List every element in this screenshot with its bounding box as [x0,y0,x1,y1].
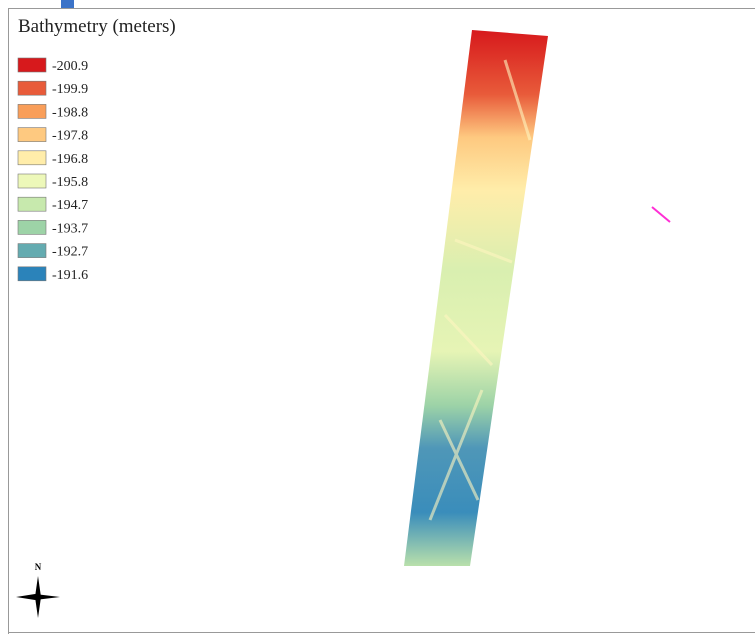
legend-swatch [18,197,46,211]
legend-swatch [18,220,46,234]
tab-marker [61,0,74,8]
background [0,0,755,634]
legend-swatch [18,81,46,95]
legend-label: -197.8 [52,129,88,144]
legend-swatch [18,128,46,142]
legend-label: -191.6 [52,268,88,283]
legend-swatch [18,151,46,165]
legend-label: -200.9 [52,59,88,74]
legend-title: Bathymetry (meters) [18,16,176,37]
north-label: N [35,562,42,572]
legend-label: -194.7 [52,198,88,213]
legend-label: -193.7 [52,221,88,236]
legend-swatch [18,104,46,118]
map-view: Bathymetry (meters) -200.9 -199.9 -198.8 -1… [0,0,755,634]
legend-swatch [18,174,46,188]
legend-swatch [18,244,46,258]
legend-swatch [18,267,46,281]
legend-label: -198.8 [52,105,88,120]
legend-label: -199.9 [52,82,88,97]
legend-swatch [18,58,46,72]
legend-label: -196.8 [52,152,88,167]
legend-label: -195.8 [52,175,88,190]
page: Bathymetry (meters) -200.9 -199.9 -198.8 -1… [0,0,755,634]
legend-label: -192.7 [52,245,88,260]
